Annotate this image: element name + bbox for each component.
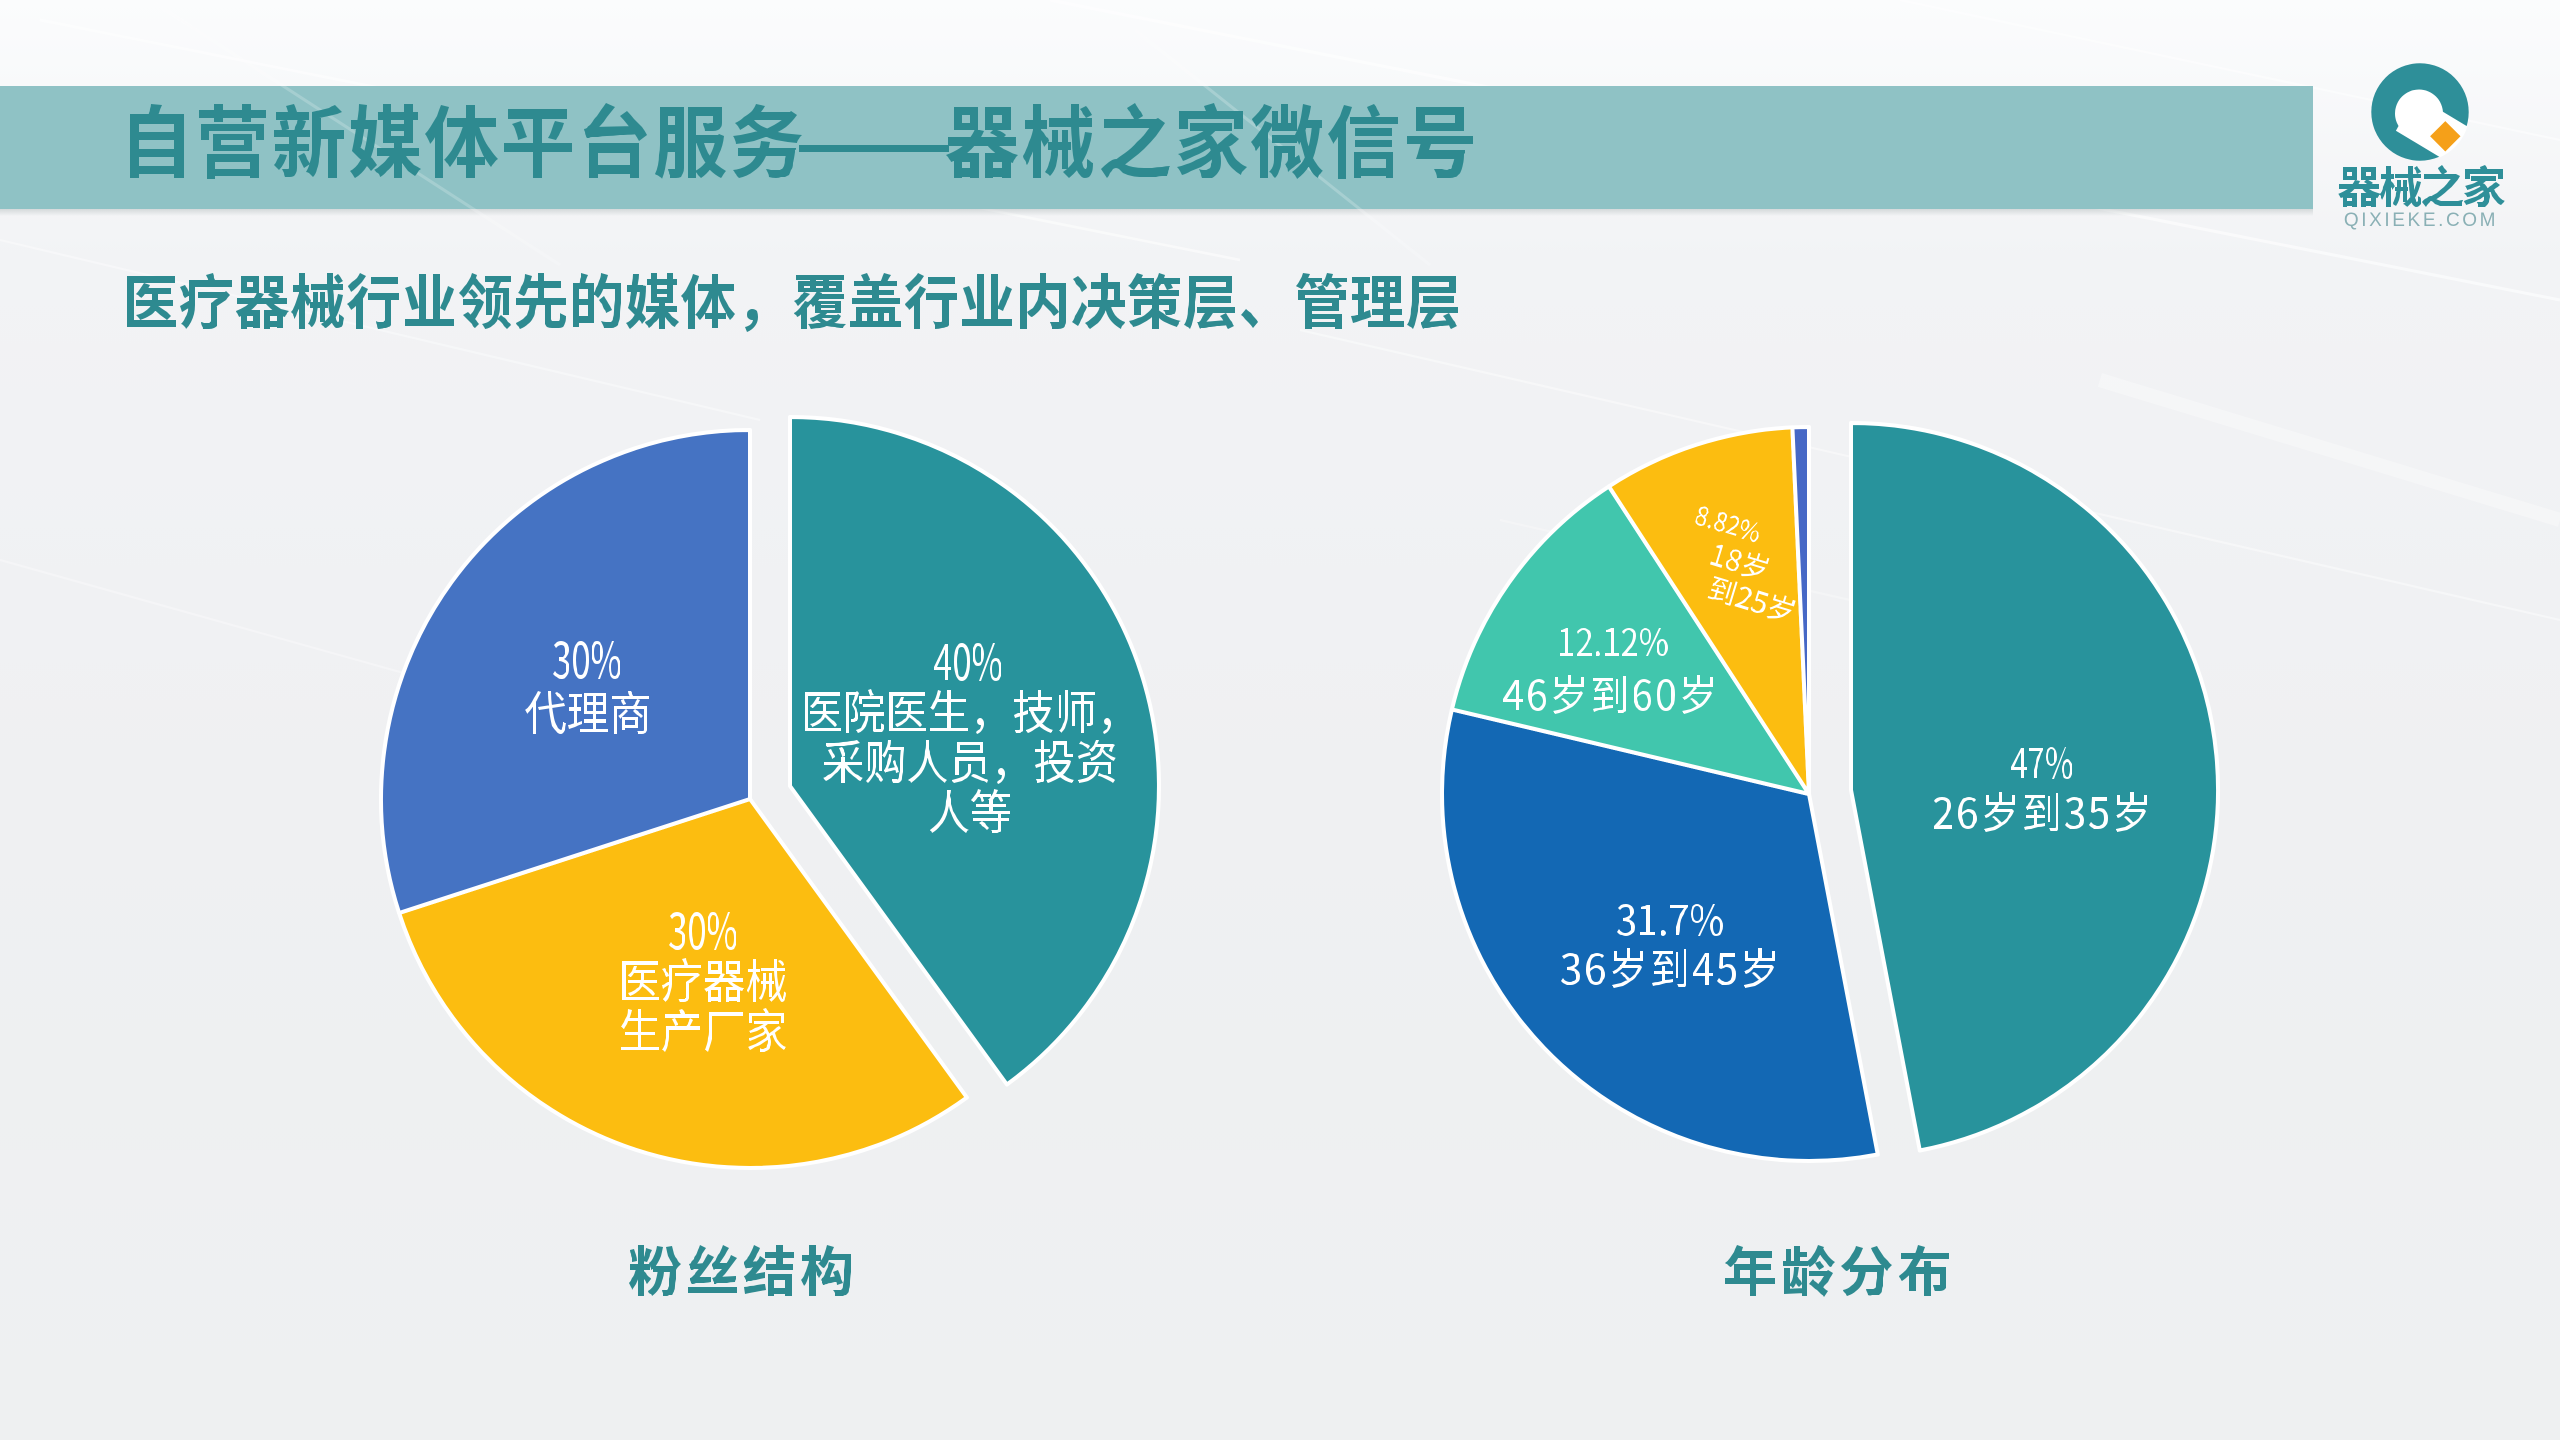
svg-text:QIXIEKE.COM: QIXIEKE.COM [2344, 210, 2498, 231]
